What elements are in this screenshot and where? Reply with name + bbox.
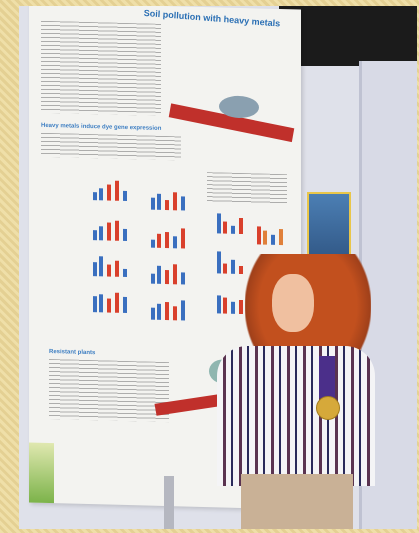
dark-background bbox=[279, 6, 417, 66]
poster-bar-chart bbox=[87, 174, 133, 203]
poster-bar-chart bbox=[87, 250, 133, 279]
poster-bar-chart bbox=[211, 247, 257, 276]
poster-bottom-text bbox=[49, 358, 169, 423]
person-face bbox=[272, 274, 314, 332]
photograph: Soil pollution with heavy metals Heavy m… bbox=[19, 6, 417, 529]
person-skirt bbox=[241, 474, 353, 529]
poster-bar-chart bbox=[87, 286, 133, 315]
poster-bar-chart bbox=[145, 183, 191, 212]
poster-bar-chart bbox=[211, 287, 257, 316]
person-striped-shirt bbox=[217, 346, 375, 486]
poster-green-corner bbox=[29, 442, 54, 504]
science-poster: Soil pollution with heavy metals Heavy m… bbox=[29, 6, 301, 510]
poster-bar-chart bbox=[211, 207, 257, 236]
poster-section-heading: Resistant plants bbox=[49, 348, 96, 357]
poster-bar-chart bbox=[145, 257, 191, 286]
poster-bar-chart bbox=[87, 214, 133, 243]
poster-right-text bbox=[207, 172, 287, 205]
poster-bar-chart bbox=[145, 293, 191, 322]
medal-ribbon bbox=[319, 356, 335, 398]
booth-pole bbox=[164, 476, 174, 529]
poster-intro-text bbox=[41, 20, 161, 116]
gold-medal bbox=[316, 396, 340, 420]
poster-section-heading: Heavy metals induce dye gene expression bbox=[41, 122, 162, 132]
poster-bar-chart bbox=[145, 221, 191, 250]
poster-bar-chart bbox=[251, 218, 297, 247]
poster-section-text bbox=[41, 132, 181, 161]
